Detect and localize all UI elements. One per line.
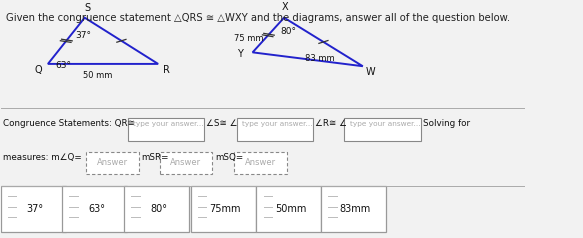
Text: 37°: 37° (27, 204, 44, 214)
Text: Given the congruence statement △QRS ≅ △WXY and the diagrams, answer all of the q: Given the congruence statement △QRS ≅ △W… (6, 13, 510, 23)
FancyBboxPatch shape (191, 186, 256, 232)
Text: 37°: 37° (75, 30, 91, 40)
Text: Answer: Answer (245, 158, 276, 167)
Text: mSQ=: mSQ= (215, 153, 243, 162)
Text: type your answer...: type your answer... (242, 121, 312, 127)
Text: Y: Y (237, 49, 243, 59)
Text: 50 mm: 50 mm (83, 71, 113, 80)
FancyBboxPatch shape (321, 186, 386, 232)
FancyBboxPatch shape (128, 118, 204, 141)
Text: X: X (282, 2, 289, 12)
Text: 50mm: 50mm (275, 204, 307, 214)
Text: S: S (84, 3, 90, 13)
Text: R: R (163, 65, 170, 75)
Text: type your answer...: type your answer... (134, 121, 204, 127)
FancyBboxPatch shape (237, 118, 313, 141)
Text: 63°: 63° (88, 204, 106, 214)
Text: Congruence Statements: QR≅: Congruence Statements: QR≅ (3, 119, 135, 128)
FancyBboxPatch shape (160, 152, 212, 174)
FancyBboxPatch shape (234, 152, 287, 174)
Text: 75 mm: 75 mm (234, 35, 264, 44)
FancyBboxPatch shape (1, 186, 66, 232)
Text: Solving for: Solving for (423, 119, 470, 128)
Text: ∠S≅ ∠: ∠S≅ ∠ (206, 119, 238, 128)
Text: 80°: 80° (150, 204, 167, 214)
FancyBboxPatch shape (86, 152, 139, 174)
Text: measures: m∠Q=: measures: m∠Q= (3, 153, 82, 162)
Text: W: W (366, 67, 375, 77)
Text: ∠R≅ ∠: ∠R≅ ∠ (314, 119, 346, 128)
FancyBboxPatch shape (257, 186, 321, 232)
FancyBboxPatch shape (345, 118, 420, 141)
FancyBboxPatch shape (62, 186, 127, 232)
Text: Answer: Answer (170, 158, 202, 167)
Text: Q: Q (34, 65, 43, 75)
FancyBboxPatch shape (124, 186, 189, 232)
Text: 83 mm: 83 mm (305, 54, 335, 63)
Text: 80°: 80° (280, 27, 296, 36)
Text: 83mm: 83mm (340, 204, 371, 214)
Text: type your answer...: type your answer... (350, 121, 420, 127)
Text: mSR=: mSR= (141, 153, 168, 162)
Text: 63°: 63° (56, 61, 72, 70)
Text: Answer: Answer (97, 158, 128, 167)
Text: 75mm: 75mm (209, 204, 241, 214)
